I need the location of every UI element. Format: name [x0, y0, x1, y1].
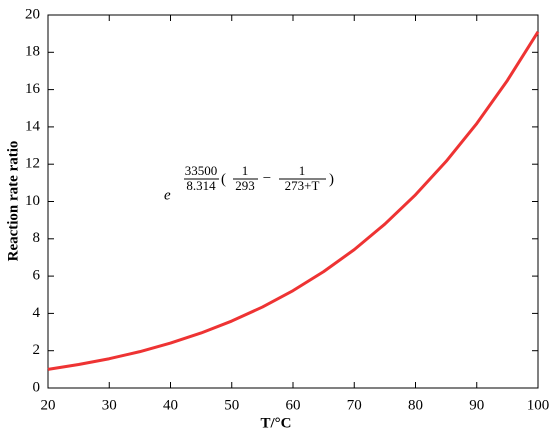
y-tick-label: 12	[25, 156, 40, 172]
formula-numerator: 33500	[185, 163, 218, 178]
formula-denominator: 8.314	[186, 178, 216, 193]
y-tick-label: 20	[25, 6, 40, 22]
y-axis-label: Reaction rate ratio	[5, 141, 21, 262]
x-tick-label: 20	[41, 397, 56, 413]
x-tick-label: 90	[469, 397, 484, 413]
x-tick-label: 50	[224, 397, 239, 413]
y-tick-label: 6	[33, 268, 41, 284]
formula-term: 293	[235, 178, 255, 193]
formula-term: 1	[242, 163, 249, 178]
formula: e 33500 8.314 ( 1 293 − 1 273+T )	[164, 163, 334, 203]
y-tick-label: 2	[33, 342, 41, 358]
y-tick-label: 8	[33, 230, 41, 246]
y-tick-label: 4	[33, 305, 41, 321]
formula-term: 273+T	[285, 178, 320, 193]
x-tick-label: 40	[163, 397, 178, 413]
plot-frame	[47, 14, 539, 389]
line	[47, 30, 540, 371]
formula-paren: )	[329, 171, 334, 187]
y-tick-label: 10	[25, 193, 40, 209]
formula-base: e	[164, 187, 171, 203]
formula-minus: −	[263, 170, 271, 186]
y-tick-label: 0	[33, 379, 41, 395]
y-tick-label: 14	[25, 118, 41, 134]
y-tick-label: 18	[25, 44, 40, 60]
x-tick-label: 70	[347, 397, 362, 413]
x-tick-label: 30	[102, 397, 117, 413]
formula-paren: (	[221, 171, 226, 187]
formula-term: 1	[299, 163, 306, 178]
x-axis-label: T/°C	[260, 415, 291, 431]
x-tick-label: 60	[286, 397, 301, 413]
x-tick-label: 80	[408, 397, 423, 413]
x-tick-label: 100	[527, 397, 550, 413]
y-tick-label: 16	[25, 81, 41, 97]
